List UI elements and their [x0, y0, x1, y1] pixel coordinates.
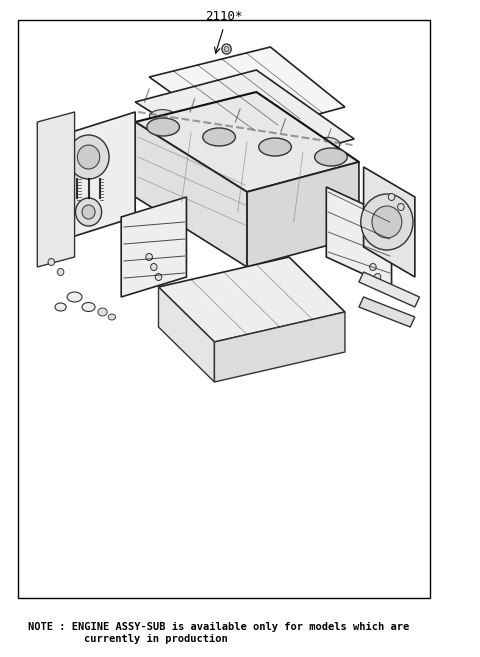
Circle shape [155, 273, 162, 281]
Text: 2110*: 2110* [205, 11, 242, 24]
Circle shape [57, 269, 64, 275]
Polygon shape [121, 197, 186, 297]
Circle shape [68, 135, 109, 179]
Circle shape [379, 284, 385, 290]
Ellipse shape [108, 314, 116, 320]
Polygon shape [326, 187, 392, 287]
Circle shape [365, 304, 372, 311]
Ellipse shape [315, 148, 347, 166]
Ellipse shape [314, 137, 340, 151]
Ellipse shape [149, 110, 176, 124]
Circle shape [146, 254, 153, 260]
Ellipse shape [259, 138, 291, 156]
Circle shape [374, 273, 381, 281]
Ellipse shape [82, 302, 95, 311]
Bar [18, 20, 430, 598]
Ellipse shape [204, 119, 230, 133]
Text: currently in production: currently in production [84, 634, 228, 644]
Polygon shape [158, 257, 345, 342]
Ellipse shape [147, 118, 180, 136]
Circle shape [224, 47, 229, 51]
Circle shape [151, 263, 157, 271]
Ellipse shape [98, 308, 107, 316]
Circle shape [75, 198, 102, 226]
Polygon shape [359, 272, 420, 307]
Circle shape [48, 258, 55, 265]
Circle shape [82, 205, 95, 219]
Ellipse shape [67, 292, 82, 302]
Polygon shape [37, 112, 74, 267]
Circle shape [388, 194, 395, 200]
Polygon shape [158, 287, 215, 382]
Polygon shape [363, 167, 415, 277]
Polygon shape [247, 162, 359, 267]
Polygon shape [135, 92, 359, 192]
Ellipse shape [203, 128, 235, 146]
Circle shape [370, 263, 376, 271]
Circle shape [372, 206, 402, 238]
Ellipse shape [259, 128, 285, 142]
Circle shape [388, 309, 395, 315]
Polygon shape [135, 70, 354, 169]
Ellipse shape [55, 303, 66, 311]
Polygon shape [359, 297, 415, 327]
Polygon shape [135, 122, 247, 267]
Circle shape [77, 145, 100, 169]
Polygon shape [215, 312, 345, 382]
Circle shape [397, 204, 404, 210]
Polygon shape [56, 112, 135, 242]
Circle shape [222, 44, 231, 54]
Text: NOTE : ENGINE ASSY-SUB is available only for models which are: NOTE : ENGINE ASSY-SUB is available only… [28, 622, 409, 632]
Polygon shape [149, 47, 345, 137]
Circle shape [361, 194, 413, 250]
